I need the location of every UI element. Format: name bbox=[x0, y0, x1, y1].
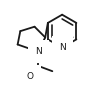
Text: N: N bbox=[59, 43, 66, 52]
Text: O: O bbox=[27, 72, 34, 81]
Text: N: N bbox=[35, 47, 41, 56]
